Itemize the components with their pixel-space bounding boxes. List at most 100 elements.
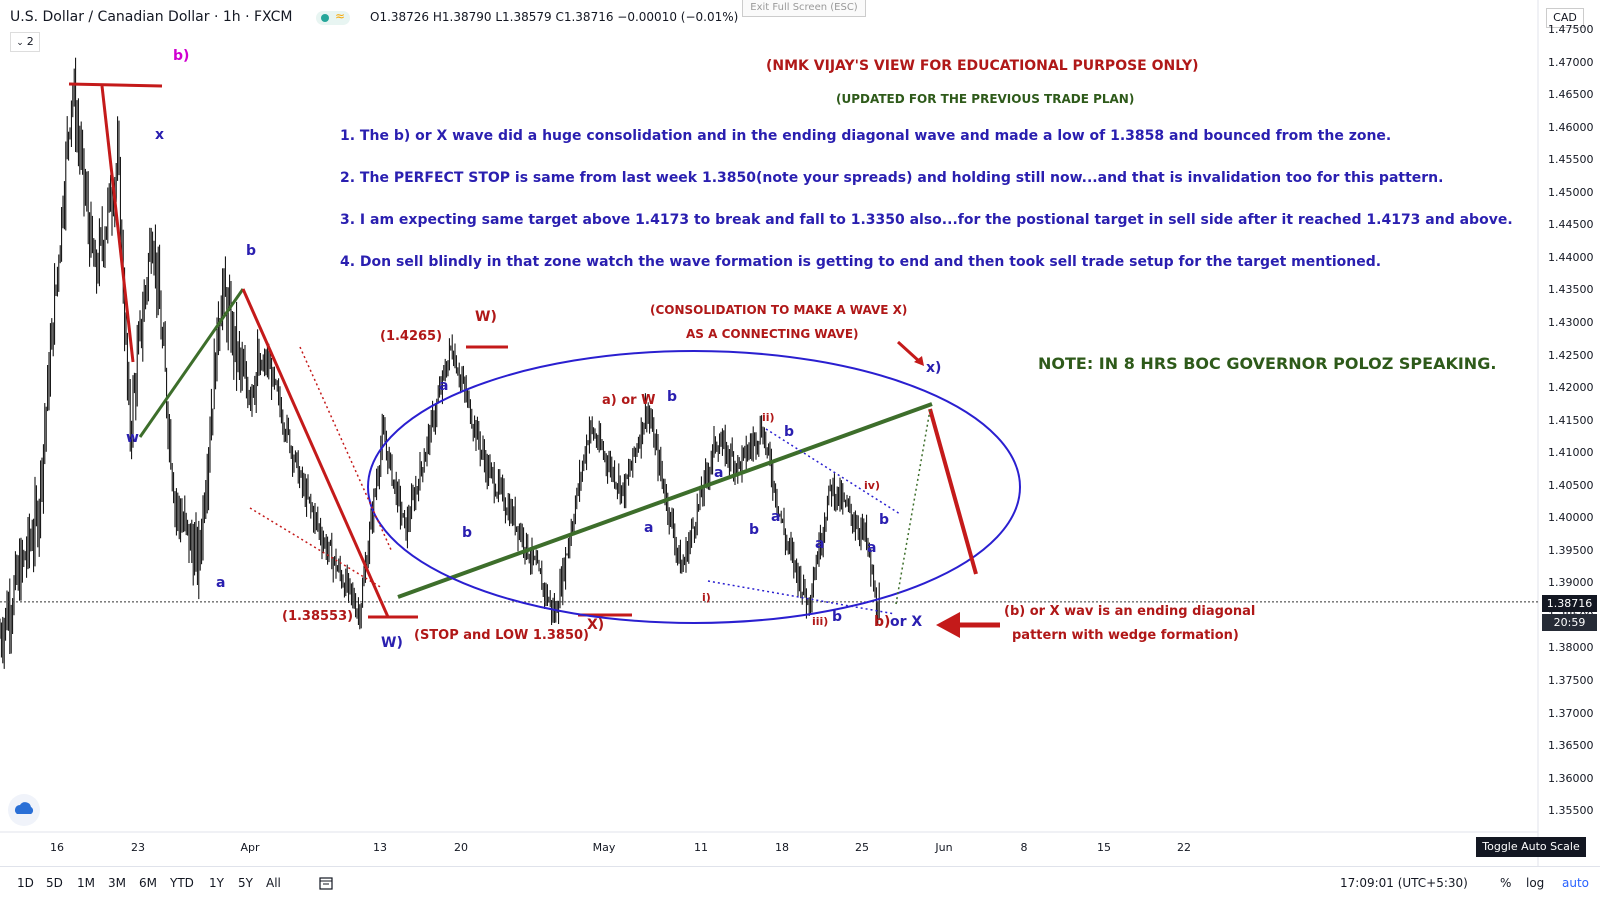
wave-label: x bbox=[155, 127, 165, 143]
time-tick-label: 8 bbox=[1020, 841, 1028, 854]
price-tick-label: 1.44000 bbox=[1548, 250, 1594, 264]
bottom-toolbar: 1D 5D 1M 3M 6M YTD 1Y 5Y All 17:09:01 (U… bbox=[0, 866, 1600, 901]
tradingview-logo[interactable] bbox=[8, 794, 40, 826]
wave-label: i) bbox=[702, 591, 711, 604]
time-tick-label: 23 bbox=[131, 841, 145, 854]
wave-label: iii) bbox=[812, 615, 829, 628]
time-tick-label: Apr bbox=[240, 841, 260, 854]
stop-label: (STOP and LOW 1.3850) bbox=[414, 628, 589, 643]
wave-label: b bbox=[749, 522, 760, 538]
note-point-2: 2. The PERFECT STOP is same from last we… bbox=[340, 170, 1444, 186]
ohlc-values: O1.38726 H1.38790 L1.38579 C1.38716 −0.0… bbox=[370, 10, 739, 24]
price-tick-label: 1.42000 bbox=[1548, 381, 1594, 395]
wave-label: b) bbox=[874, 614, 891, 630]
wave-label: a bbox=[644, 520, 654, 536]
ending-diagonal-note-1: (b) or X wav is an ending diagonal bbox=[1004, 604, 1256, 619]
date-range-icon[interactable] bbox=[318, 875, 334, 891]
clock[interactable]: 17:09:01 (UTC+5:30) bbox=[1340, 876, 1468, 890]
timeframe-5y-button[interactable]: 5Y bbox=[238, 876, 253, 890]
percent-scale-button[interactable]: % bbox=[1500, 876, 1512, 890]
time-tick-label: 13 bbox=[373, 841, 387, 854]
wave-label: b bbox=[784, 424, 795, 440]
price-tick-label: 1.41000 bbox=[1548, 446, 1594, 460]
price-tick-label: 1.35500 bbox=[1548, 804, 1594, 818]
wave-label: b bbox=[246, 243, 257, 259]
time-tick-label: 18 bbox=[775, 841, 789, 854]
price-tick-label: 1.46500 bbox=[1548, 88, 1594, 102]
price-tick-label: 1.44500 bbox=[1548, 218, 1594, 232]
price-tick-label: 1.42500 bbox=[1548, 348, 1594, 362]
indicator-count: 2 bbox=[26, 35, 34, 48]
price-tick-label: 1.39000 bbox=[1548, 576, 1594, 590]
wave-label: X) bbox=[587, 617, 605, 633]
note-point-1: 1. The b) or X wave did a huge consolida… bbox=[340, 128, 1392, 144]
projected-fall-line bbox=[928, 408, 978, 575]
price-tick-label: 1.45500 bbox=[1548, 153, 1594, 167]
note-subtitle: (UPDATED FOR THE PREVIOUS TRADE PLAN) bbox=[836, 92, 1135, 106]
time-tick-label: Jun bbox=[935, 841, 953, 854]
price-tick-label: 1.38000 bbox=[1548, 641, 1594, 655]
cloud-icon bbox=[15, 802, 34, 814]
price-label-high: (1.4265) bbox=[380, 329, 443, 344]
price-tick-label: 1.43000 bbox=[1548, 315, 1594, 329]
wave-label: a bbox=[439, 378, 449, 394]
consolidation-note-1: (CONSOLIDATION TO MAKE A WAVE X) bbox=[650, 303, 908, 317]
time-tick-label: 11 bbox=[694, 841, 708, 854]
timeframe-all-button[interactable]: All bbox=[266, 876, 281, 890]
timeframe-5d-button[interactable]: 5D bbox=[46, 876, 63, 890]
wave-label: b bbox=[667, 389, 678, 405]
symbol-title[interactable]: U.S. Dollar / Canadian Dollar · 1h · FXC… bbox=[10, 9, 293, 25]
arrow-left-icon bbox=[936, 612, 960, 638]
price-tick-label: 1.37500 bbox=[1548, 674, 1594, 687]
status-dot-icon bbox=[321, 14, 329, 22]
time-tick-label: 22 bbox=[1177, 841, 1191, 854]
current-price-tag: 1.38716 bbox=[1542, 595, 1597, 612]
note-point-4: 4. Don sell blindly in that zone watch t… bbox=[340, 254, 1382, 270]
exit-fullscreen-button[interactable]: Exit Full Screen (ESC) bbox=[742, 0, 866, 17]
ending-diagonal-note-2: pattern with wedge formation) bbox=[1012, 628, 1239, 643]
resistance-line bbox=[68, 82, 163, 88]
wave-line-green bbox=[138, 288, 245, 438]
price-tick-label: 1.41500 bbox=[1548, 413, 1594, 427]
indicator-toggle[interactable]: ⌄ 2 bbox=[10, 32, 40, 52]
price-tick-label: 1.47000 bbox=[1548, 55, 1594, 69]
wave-label: a bbox=[216, 575, 226, 591]
currency-label[interactable]: CAD bbox=[1546, 8, 1584, 28]
wave-label: a bbox=[815, 536, 825, 552]
wave-label: b bbox=[879, 512, 890, 528]
price-tick-label: 1.37000 bbox=[1548, 706, 1594, 720]
wave-label: a bbox=[714, 465, 724, 481]
wave-label: W) bbox=[381, 635, 403, 651]
time-tick-label: 25 bbox=[855, 841, 869, 854]
timeframe-1d-button[interactable]: 1D bbox=[17, 876, 34, 890]
timeframe-1m-button[interactable]: 1M bbox=[77, 876, 95, 890]
wave-label: w bbox=[126, 430, 139, 446]
boc-note: NOTE: IN 8 HRS BOC GOVERNOR POLOZ SPEAKI… bbox=[1038, 354, 1497, 373]
timeframe-1y-button[interactable]: 1Y bbox=[209, 876, 224, 890]
time-tick-label: 16 bbox=[50, 841, 64, 854]
wave-label: a bbox=[867, 540, 877, 556]
wave-label: a) or W bbox=[602, 393, 656, 408]
wave-label: b bbox=[832, 609, 843, 625]
time-tick-label: May bbox=[592, 841, 616, 854]
price-tick-label: 1.43500 bbox=[1548, 283, 1594, 297]
price-tick-label: 1.39500 bbox=[1548, 543, 1594, 557]
toggle-auto-scale-tooltip: Toggle Auto Scale bbox=[1476, 837, 1586, 857]
time-tick-label: 15 bbox=[1097, 841, 1111, 854]
auto-scale-button[interactable]: auto bbox=[1562, 876, 1590, 890]
log-scale-button[interactable]: log bbox=[1526, 876, 1545, 890]
wave-label: a bbox=[771, 509, 781, 525]
price-tick-label: 1.46000 bbox=[1548, 120, 1594, 134]
wave-label: W) bbox=[475, 309, 497, 325]
consolidation-ellipse bbox=[367, 350, 1021, 624]
price-tick-label: 1.36500 bbox=[1548, 739, 1594, 753]
timeframe-ytd-button[interactable]: YTD bbox=[170, 876, 194, 890]
wave-label: b) bbox=[173, 48, 190, 64]
time-tick-label: 20 bbox=[454, 841, 468, 854]
timeframe-6m-button[interactable]: 6M bbox=[139, 876, 157, 890]
bar-countdown: 20:59 bbox=[1542, 614, 1597, 631]
wave-line-red bbox=[241, 288, 390, 618]
price-tick-label: 1.45000 bbox=[1548, 185, 1594, 199]
timeframe-3m-button[interactable]: 3M bbox=[108, 876, 126, 890]
